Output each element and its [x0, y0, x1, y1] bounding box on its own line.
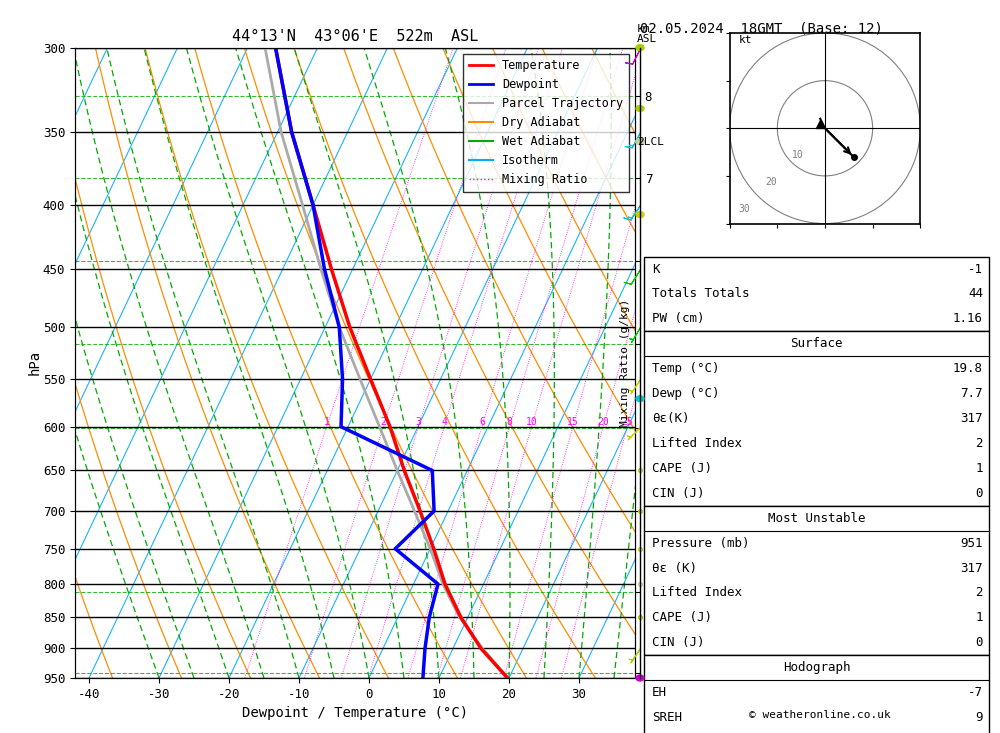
Text: CIN (J): CIN (J): [652, 636, 704, 649]
Text: Dewp (°C): Dewp (°C): [652, 387, 720, 400]
Text: © weatheronline.co.uk: © weatheronline.co.uk: [749, 710, 891, 720]
Text: 10: 10: [792, 150, 804, 161]
Text: EH: EH: [652, 686, 667, 699]
Text: Surface: Surface: [790, 337, 843, 350]
X-axis label: Dewpoint / Temperature (°C): Dewpoint / Temperature (°C): [242, 707, 468, 721]
Text: Lifted Index: Lifted Index: [652, 586, 742, 600]
Text: 10: 10: [526, 417, 537, 427]
Text: 2: 2: [976, 437, 983, 450]
Text: -7: -7: [968, 686, 983, 699]
Text: 3: 3: [415, 417, 421, 427]
Text: 19.8: 19.8: [953, 362, 983, 375]
Text: 44: 44: [968, 287, 983, 301]
Text: kt: kt: [739, 34, 753, 45]
Text: PW (cm): PW (cm): [652, 312, 704, 325]
Y-axis label: hPa: hPa: [27, 350, 41, 375]
Text: 2LCL: 2LCL: [637, 136, 664, 147]
Text: 951: 951: [960, 537, 983, 550]
Text: 9: 9: [976, 711, 983, 724]
Text: 25: 25: [621, 417, 633, 427]
Text: Hodograph: Hodograph: [783, 661, 850, 674]
Text: 02.05.2024  18GMT  (Base: 12): 02.05.2024 18GMT (Base: 12): [640, 22, 883, 36]
Text: 6: 6: [479, 417, 485, 427]
Text: 15: 15: [567, 417, 579, 427]
Text: 2: 2: [380, 417, 386, 427]
Text: CAPE (J): CAPE (J): [652, 462, 712, 475]
Text: K: K: [652, 262, 660, 276]
Text: 1: 1: [324, 417, 330, 427]
Text: 8: 8: [507, 417, 512, 427]
Text: CIN (J): CIN (J): [652, 487, 704, 500]
Text: -1: -1: [968, 262, 983, 276]
Text: 317: 317: [960, 412, 983, 425]
Text: 0: 0: [976, 636, 983, 649]
Text: 7.7: 7.7: [960, 387, 983, 400]
Text: Lifted Index: Lifted Index: [652, 437, 742, 450]
Text: θε (K): θε (K): [652, 561, 697, 575]
Text: 2: 2: [976, 586, 983, 600]
Text: 20: 20: [597, 417, 609, 427]
Text: 317: 317: [960, 561, 983, 575]
Text: CAPE (J): CAPE (J): [652, 611, 712, 625]
Text: Pressure (mb): Pressure (mb): [652, 537, 750, 550]
Text: 0: 0: [976, 487, 983, 500]
Title: 44°13'N  43°06'E  522m  ASL: 44°13'N 43°06'E 522m ASL: [232, 29, 478, 44]
Text: 1: 1: [976, 611, 983, 625]
Legend: Temperature, Dewpoint, Parcel Trajectory, Dry Adiabat, Wet Adiabat, Isotherm, Mi: Temperature, Dewpoint, Parcel Trajectory…: [463, 54, 629, 192]
Text: km
ASL: km ASL: [637, 24, 657, 44]
Text: Most Unstable: Most Unstable: [768, 512, 865, 525]
Text: Temp (°C): Temp (°C): [652, 362, 720, 375]
Text: 20: 20: [765, 177, 777, 187]
Text: Totals Totals: Totals Totals: [652, 287, 750, 301]
Text: 30: 30: [738, 204, 750, 214]
Text: 4: 4: [441, 417, 447, 427]
Text: 1.16: 1.16: [953, 312, 983, 325]
Text: SREH: SREH: [652, 711, 682, 724]
Text: θε(K): θε(K): [652, 412, 690, 425]
Text: Mixing Ratio (g/kg): Mixing Ratio (g/kg): [620, 299, 630, 427]
Text: 1: 1: [976, 462, 983, 475]
